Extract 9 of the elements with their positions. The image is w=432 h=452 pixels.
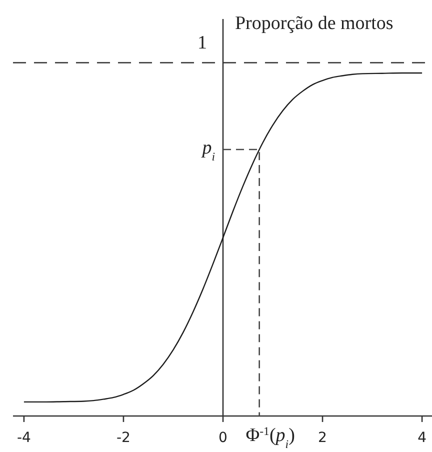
x-tick-label: -4	[16, 430, 32, 446]
x-tick-label: 0	[218, 430, 228, 446]
annotation: p$_{i}$	[200, 137, 215, 163]
x-tick-label: -2	[116, 430, 130, 446]
x-tick-label: 2	[318, 430, 327, 446]
annotation: Φ$^{-1}$(p$_{i}$)	[246, 424, 295, 450]
x-tick-label: 4	[418, 430, 427, 446]
y-axis-title: Proporção de mortos	[235, 13, 394, 34]
ref-line-label: 1	[198, 32, 207, 54]
